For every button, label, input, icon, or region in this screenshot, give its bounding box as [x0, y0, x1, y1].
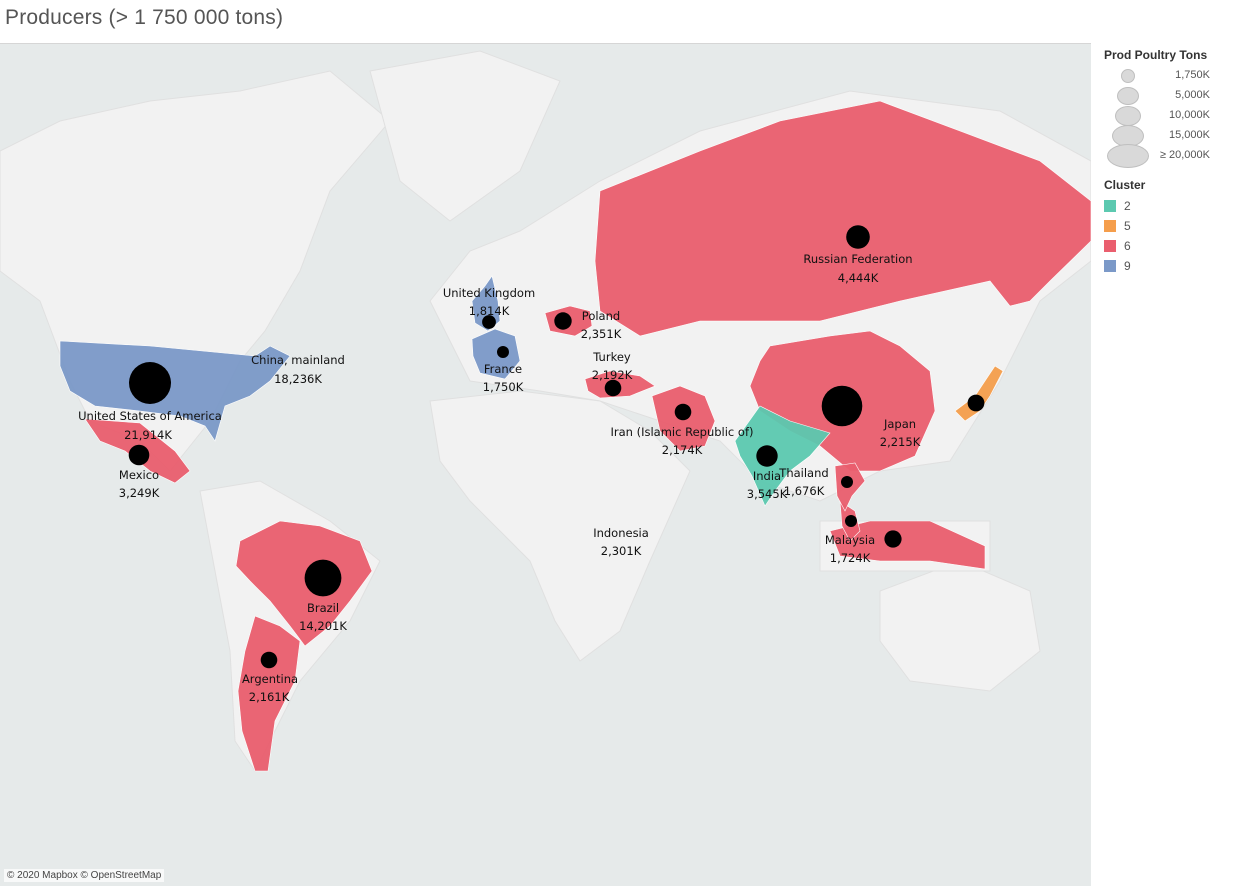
label-iran-islamic-republic-of: Iran (Islamic Republic of) [611, 425, 754, 439]
value-united-states-of-america: 21,914K [124, 428, 172, 442]
label-turkey: Turkey [592, 350, 631, 364]
production-markers-layer [128, 225, 985, 669]
value-iran-islamic-republic-of: 2,174K [662, 443, 703, 457]
greenland-landmass [369, 50, 561, 222]
marker-indonesia[interactable] [884, 530, 902, 548]
value-united-kingdom: 1,814K [469, 304, 510, 318]
cluster-legend-item[interactable]: 5 [1104, 216, 1239, 236]
cluster-legend-item[interactable]: 9 [1104, 256, 1239, 276]
marker-brazil[interactable] [304, 559, 342, 597]
size-legend-swatch [1121, 69, 1135, 83]
label-china-mainland: China, mainland [251, 353, 345, 367]
value-thailand: 1,676K [784, 484, 825, 498]
africa-landmass [429, 390, 691, 662]
label-indonesia: Indonesia [593, 526, 649, 540]
cluster-legend-item[interactable]: 2 [1104, 196, 1239, 216]
marker-russian-federation[interactable] [846, 225, 870, 249]
marker-thailand[interactable] [841, 476, 853, 488]
cluster-label: 9 [1124, 259, 1131, 273]
legend-panel: Prod Poultry Tons 1,750K 5,000K 10,000K 15,… [1104, 48, 1239, 276]
label-france: France [484, 362, 522, 376]
label-united-kingdom: United Kingdom [443, 286, 535, 300]
label-russian-federation: Russian Federation [803, 252, 912, 266]
value-mexico: 3,249K [119, 486, 160, 500]
map-attribution[interactable]: © 2020 Mapbox © OpenStreetMap [4, 869, 165, 882]
label-japan: Japan [883, 417, 916, 431]
size-legend-label: 5,000K [1175, 89, 1210, 101]
size-legend-item: 10,000K [1104, 106, 1239, 126]
value-malaysia: 1,724K [830, 551, 871, 565]
size-legend-label: ≥ 20,000K [1159, 149, 1210, 161]
label-poland: Poland [582, 309, 620, 323]
cluster-label: 2 [1124, 199, 1131, 213]
value-turkey: 2,192K [592, 368, 633, 382]
cluster-legend-title: Cluster [1104, 178, 1146, 192]
value-china-mainland: 18,236K [274, 372, 322, 386]
value-india: 3,545K [747, 487, 788, 501]
marker-united-states-of-america[interactable] [129, 362, 171, 404]
cluster-swatch [1104, 260, 1116, 272]
size-legend-item: 5,000K [1104, 86, 1239, 106]
label-india: India [753, 469, 781, 483]
size-legend-swatch [1117, 87, 1139, 105]
marker-iran-islamic-republic-of[interactable] [674, 403, 692, 421]
marker-turkey[interactable] [604, 379, 622, 397]
size-legend-label: 15,000K [1169, 129, 1210, 141]
marker-united-kingdom[interactable] [482, 315, 496, 329]
size-legend-item: ≥ 20,000K [1104, 144, 1239, 168]
size-legend-title: Prod Poultry Tons [1104, 48, 1208, 62]
marker-mexico[interactable] [128, 444, 150, 466]
size-legend-swatch [1115, 106, 1141, 126]
cluster-label: 6 [1124, 239, 1131, 253]
label-brazil: Brazil [307, 601, 339, 615]
country-brazil[interactable] [235, 520, 373, 647]
country-japan[interactable] [954, 365, 1004, 422]
country-argentina[interactable] [237, 615, 301, 772]
marker-poland[interactable] [554, 312, 572, 330]
page-title: Producers (> 1 750 000 tons) [5, 6, 284, 29]
map-canvas[interactable]: United States of America 21,914K China, ma… [0, 44, 1091, 886]
country-labels-layer: United States of America 21,914K China, ma… [78, 252, 921, 704]
marker-malaysia[interactable] [845, 515, 857, 527]
marker-japan[interactable] [967, 394, 985, 412]
producer-countries-layer [59, 100, 1091, 772]
value-japan: 2,215K [880, 435, 921, 449]
label-united-states-of-america: United States of America [78, 409, 222, 423]
value-france: 1,750K [483, 380, 524, 394]
label-argentina: Argentina [242, 672, 298, 686]
country-indonesia[interactable] [829, 520, 986, 570]
marker-india[interactable] [756, 445, 778, 467]
cluster-legend: 2 5 6 9 [1104, 196, 1239, 276]
country-france[interactable] [471, 328, 521, 380]
marker-china-mainland[interactable] [821, 385, 863, 427]
label-thailand: Thailand [778, 466, 828, 480]
marker-france[interactable] [497, 346, 509, 358]
cluster-label: 5 [1124, 219, 1131, 233]
country-united-states-of-america[interactable] [59, 340, 291, 442]
cluster-swatch [1104, 220, 1116, 232]
size-legend-item: 1,750K [1104, 66, 1239, 86]
world-map[interactable]: United States of America 21,914K China, ma… [0, 43, 1091, 886]
country-india[interactable] [734, 405, 831, 507]
size-legend: 1,750K 5,000K 10,000K 15,000K ≥ 20,000K [1104, 66, 1239, 168]
size-legend-label: 10,000K [1169, 109, 1210, 121]
marker-argentina[interactable] [260, 651, 278, 669]
value-brazil: 14,201K [299, 619, 347, 633]
size-legend-swatch [1107, 144, 1149, 168]
value-indonesia: 2,301K [601, 544, 642, 558]
cluster-legend-item[interactable]: 6 [1104, 236, 1239, 256]
size-legend-label: 1,750K [1175, 69, 1210, 81]
cluster-swatch [1104, 240, 1116, 252]
size-legend-item: 15,000K [1104, 125, 1239, 147]
value-argentina: 2,161K [249, 690, 290, 704]
label-mexico: Mexico [119, 468, 159, 482]
country-russian-federation[interactable] [594, 100, 1091, 337]
australia-landmass [879, 560, 1041, 692]
value-poland: 2,351K [581, 327, 622, 341]
label-malaysia: Malaysia [825, 533, 875, 547]
value-russian-federation: 4,444K [838, 271, 879, 285]
cluster-swatch [1104, 200, 1116, 212]
